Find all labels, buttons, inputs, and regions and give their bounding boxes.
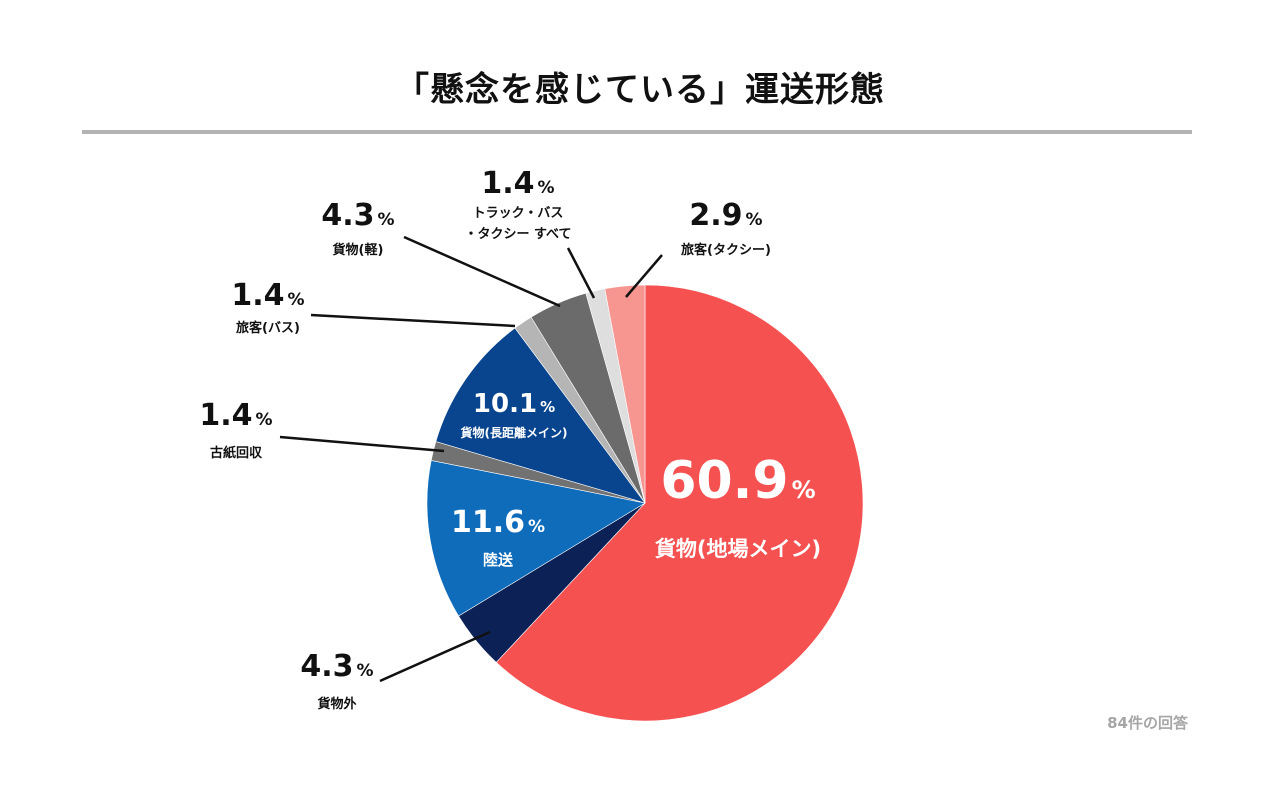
category-label-8: トラック・バス・タクシー すべて [464, 206, 571, 242]
value-label-4: 1.4% [199, 398, 272, 433]
category-label-5: 貨物(長距離メイン) [461, 425, 568, 440]
slice-5 [435, 327, 646, 504]
leader-lines [279, 235, 663, 683]
leader-line-4 [279, 435, 445, 453]
value-label-7: 4.3% [321, 198, 394, 233]
leader-line-8 [566, 247, 596, 299]
pie-slices [426, 284, 864, 722]
value-label-8: 1.4% [481, 166, 554, 201]
chart-title: 「懸念を感じている」運送形態 [395, 70, 885, 110]
slice-1 [495, 284, 864, 722]
category-label-3: 陸送 [483, 551, 514, 569]
response-count: 84件の回答 [1107, 714, 1188, 732]
leader-line-6 [310, 313, 516, 328]
slice-labels: 60.9 % 貨物(地場メイン) 4.3 % 貨物外 11.6 % 陸送 1.4 % 古紙回収 10.1… [199, 166, 821, 712]
slice-3 [426, 460, 646, 617]
slice-9 [604, 284, 646, 504]
category-label-2: 貨物外 [317, 696, 356, 712]
category-label-4: 古紙回収 [210, 445, 263, 461]
category-label-9: 旅客(タクシー) [681, 242, 771, 258]
leader-line-9 [625, 254, 663, 298]
category-label-7: 貨物(軽) [333, 242, 384, 258]
category-label-1: 貨物(地場メイン) [655, 537, 821, 561]
value-label-1: 60.9% [660, 451, 815, 511]
value-label-3: 11.6% [451, 505, 545, 540]
category-label-6: 旅客(バス) [236, 320, 300, 336]
value-label-2: 4.3% [300, 649, 373, 684]
title-divider [82, 130, 1192, 134]
leader-line-2 [379, 630, 491, 683]
value-label-6: 1.4% [231, 278, 304, 313]
value-label-5: 10.1% [473, 389, 555, 419]
leader-line-7 [403, 235, 561, 308]
value-label-9: 2.9% [689, 198, 762, 233]
